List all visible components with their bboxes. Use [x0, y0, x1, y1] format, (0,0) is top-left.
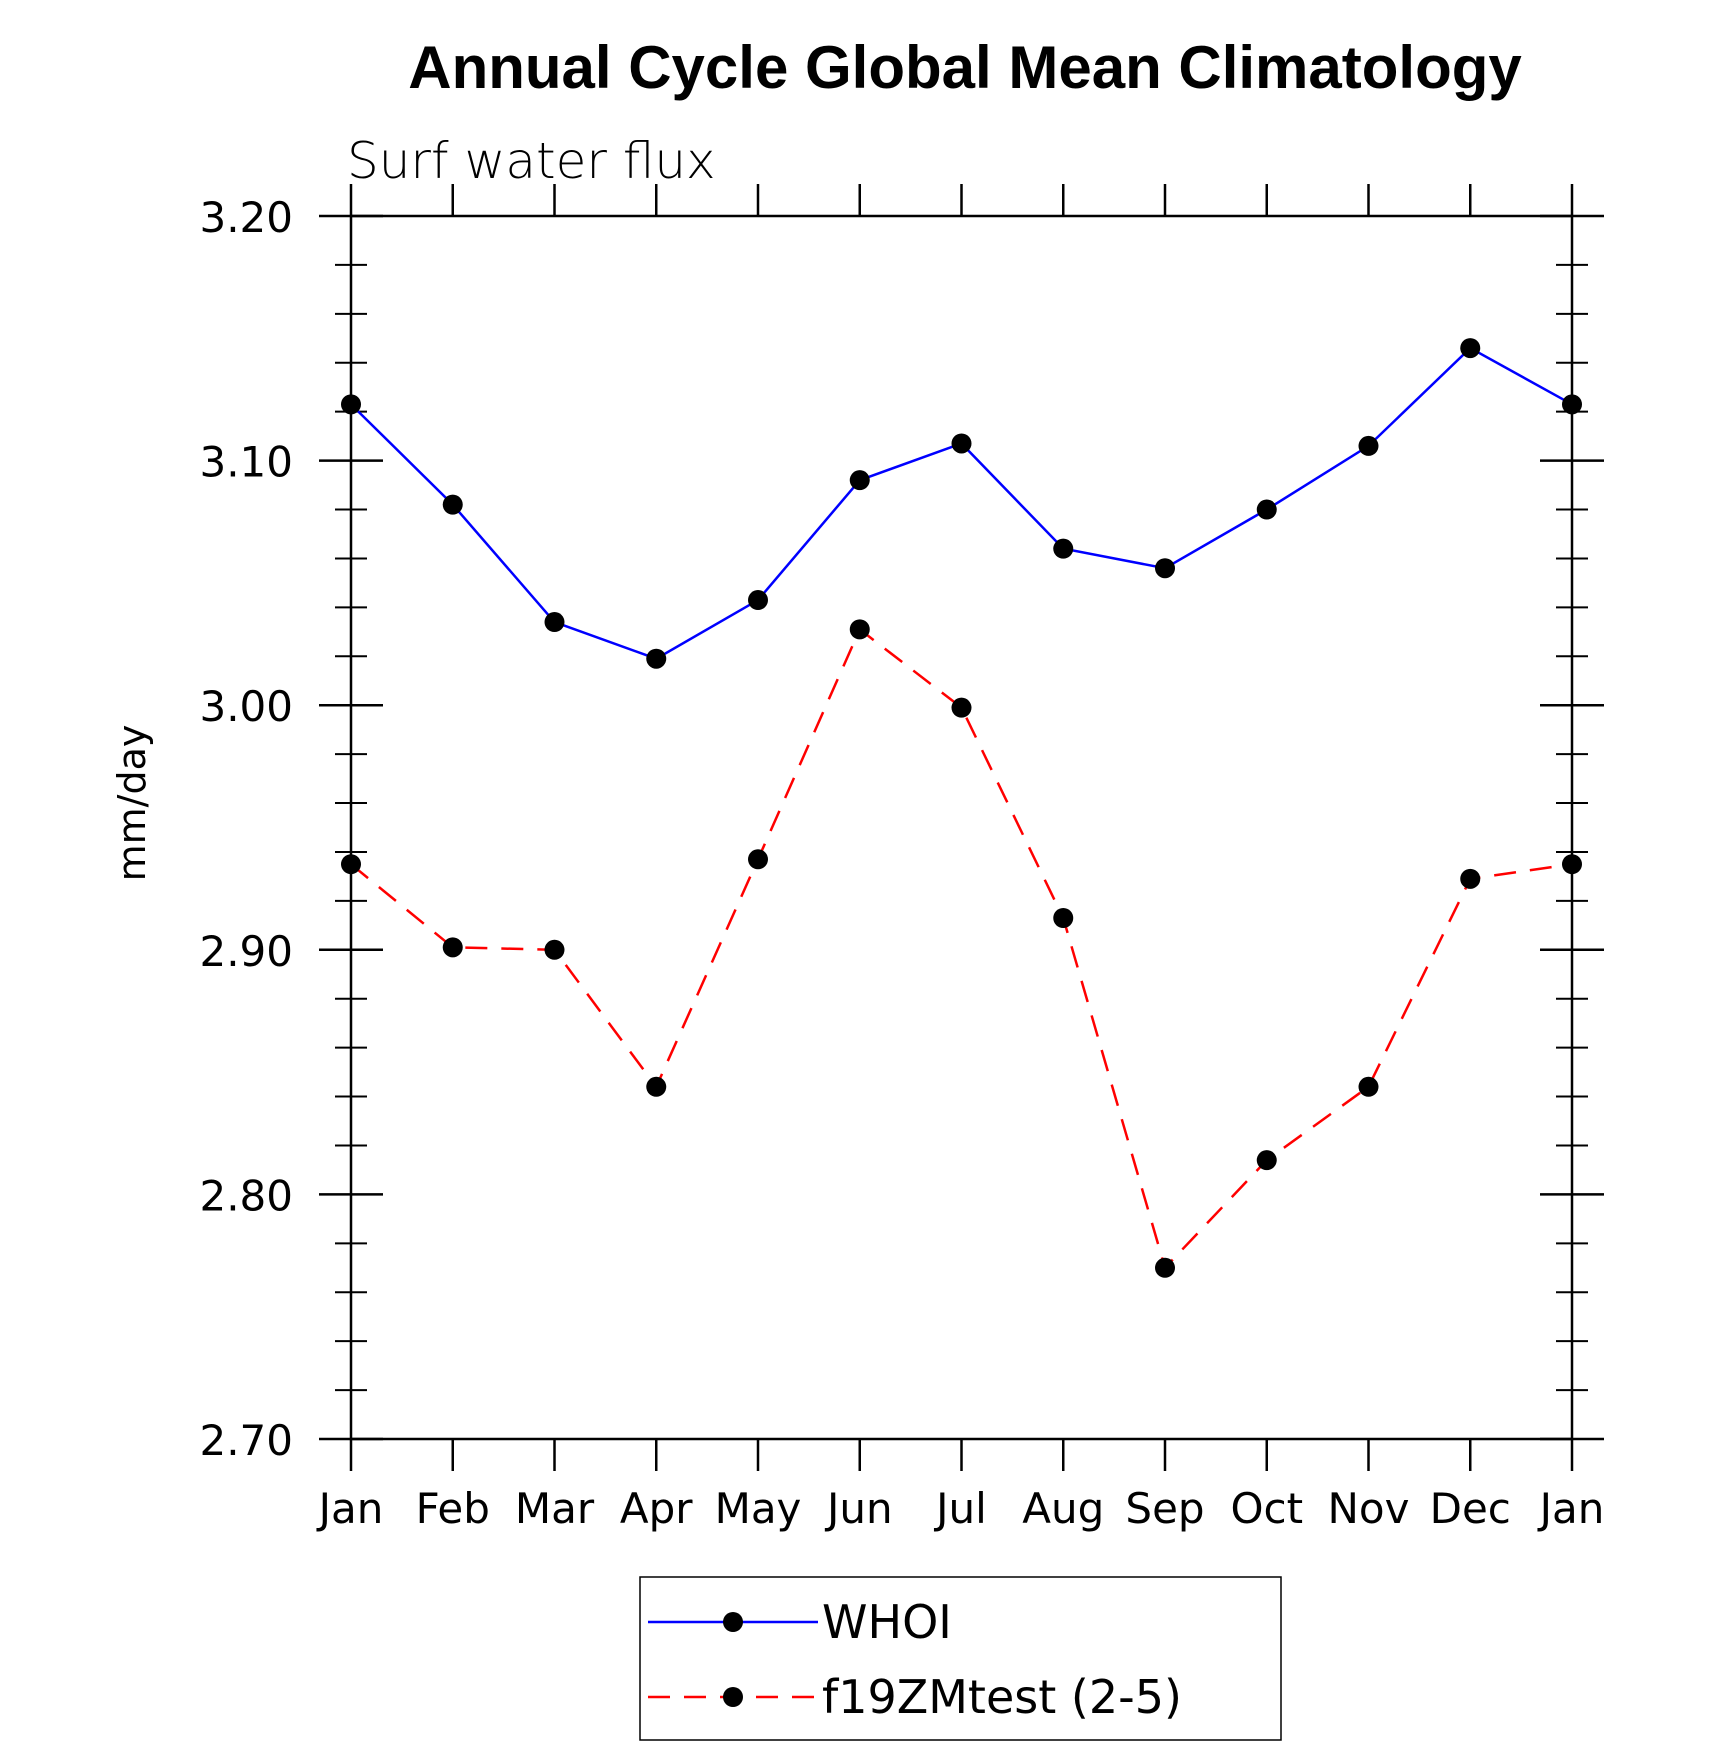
x-tick-label: Jan: [316, 1484, 384, 1533]
data-point-series-0: [1155, 558, 1175, 579]
data-point-series-0: [1562, 394, 1582, 415]
plot-area: Jan Feb Mar Apr May Jun Jul Aug Sep Oct Nov Dec Jan 2…: [199, 184, 1604, 1533]
legend: WHOI f19ZMtest (2-5): [639, 1576, 1282, 1741]
data-point-series-1: [951, 697, 972, 718]
data-point-series-0: [1358, 435, 1379, 456]
x-tick-label: Jul: [933, 1484, 987, 1533]
chart-subtitle: Surf water flux: [347, 132, 716, 190]
x-tick-label: May: [715, 1484, 802, 1533]
x-tick-label: Jun: [824, 1484, 893, 1533]
data-point-series-1: [544, 939, 565, 960]
legend-box: [639, 1576, 1282, 1741]
data-point-series-0: [951, 433, 972, 454]
y-axis-label: mm/day: [110, 725, 154, 882]
y-tick-label: 2.80: [199, 1171, 293, 1220]
y-tick-label: 2.70: [199, 1416, 293, 1465]
x-tick-label: Aug: [1022, 1484, 1104, 1533]
data-point-series-0: [1053, 538, 1074, 559]
x-tick-label: Apr: [620, 1484, 693, 1533]
y-tick-label: 3.20: [199, 193, 293, 242]
data-point-series-0: [1460, 338, 1481, 359]
x-tick-label: Jan: [1537, 1484, 1605, 1533]
legend-label-series-0: WHOI: [822, 1595, 952, 1649]
x-tick-label: Feb: [416, 1484, 490, 1533]
data-point-series-0: [849, 470, 870, 491]
x-tick-label: Oct: [1230, 1484, 1303, 1533]
series-line-1: [350, 627, 1573, 1271]
data-point-series-1: [1358, 1076, 1379, 1097]
series-line-0: [350, 346, 1573, 661]
data-point-series-0: [646, 648, 667, 669]
data-point-series-1: [748, 849, 768, 870]
data-point-series-1: [1053, 908, 1074, 929]
data-point-series-1: [341, 854, 361, 875]
data-point-series-0: [341, 394, 361, 415]
data-point-series-1: [1155, 1257, 1175, 1278]
y-tick-label: 3.00: [199, 682, 293, 731]
y-tick-label: 2.90: [199, 927, 293, 976]
data-point-series-1: [1460, 868, 1481, 889]
x-tick-label: Nov: [1328, 1484, 1410, 1533]
legend-label-series-1: f19ZMtest (2-5): [822, 1670, 1182, 1724]
legend-marker-series-0: [723, 1612, 743, 1632]
data-point-series-1: [442, 937, 463, 958]
data-point-series-0: [748, 590, 768, 611]
x-tick-label: Sep: [1125, 1484, 1204, 1533]
plot-frame: [349, 214, 1574, 1441]
data-point-series-0: [1256, 499, 1277, 520]
data-point-series-1: [1562, 854, 1582, 875]
data-point-series-0: [442, 494, 463, 515]
data-point-series-1: [1256, 1150, 1277, 1171]
x-tick-label: Mar: [515, 1484, 595, 1533]
y-tick-label: 3.10: [199, 438, 293, 487]
x-tick-label: Dec: [1430, 1484, 1511, 1533]
legend-marker-series-1: [723, 1687, 743, 1707]
data-point-series-1: [849, 619, 870, 640]
data-point-series-0: [544, 612, 565, 633]
chart-title: Annual Cycle Global Mean Climatology: [408, 34, 1522, 101]
data-point-series-1: [646, 1076, 667, 1097]
